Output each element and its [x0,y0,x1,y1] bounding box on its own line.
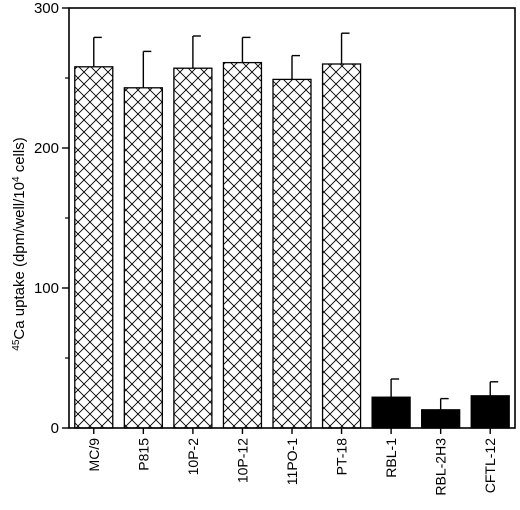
bar [173,67,213,429]
x-tick-label: RBL-1 [383,438,399,478]
bar [123,87,163,429]
y-axis-label-tail: cells) [11,137,28,176]
y-tick-label: 200 [34,140,59,157]
y-axis-label-exponent: 4 [11,176,22,182]
y-tick-label: 300 [34,0,59,17]
x-tick-label: CFTL-12 [482,438,498,493]
x-tick-label: MC/9 [86,438,102,472]
x-tick-label: 10P-12 [234,438,250,483]
bar [470,395,510,429]
bar [74,66,114,429]
bar [321,63,362,429]
bar [272,78,312,429]
x-tick-label: P815 [135,438,151,471]
x-tick-label: 11PO-1 [284,438,300,485]
plot-area: MC/9 P815 10P-2 10P-12 11PO-1 PT-18 RBL-1 RBL-2… [34,0,516,496]
y-axis-label-main: Ca uptake (dpm/well/10 [11,182,28,340]
bar [371,396,411,429]
y-tick-label: 0 [51,420,59,437]
y-tick-label: 100 [34,280,59,297]
y-axis-label: 45Ca uptake (dpm/well/104 cells) [11,137,29,350]
x-tick-label: 10P-2 [185,438,201,476]
bar [421,409,461,429]
y-axis-label-mass: 45 [11,339,22,351]
x-tick-label: PT-18 [334,438,350,476]
x-tick-label: RBL-2H3 [433,438,449,496]
bar [222,61,263,429]
plot-frame [68,7,516,429]
